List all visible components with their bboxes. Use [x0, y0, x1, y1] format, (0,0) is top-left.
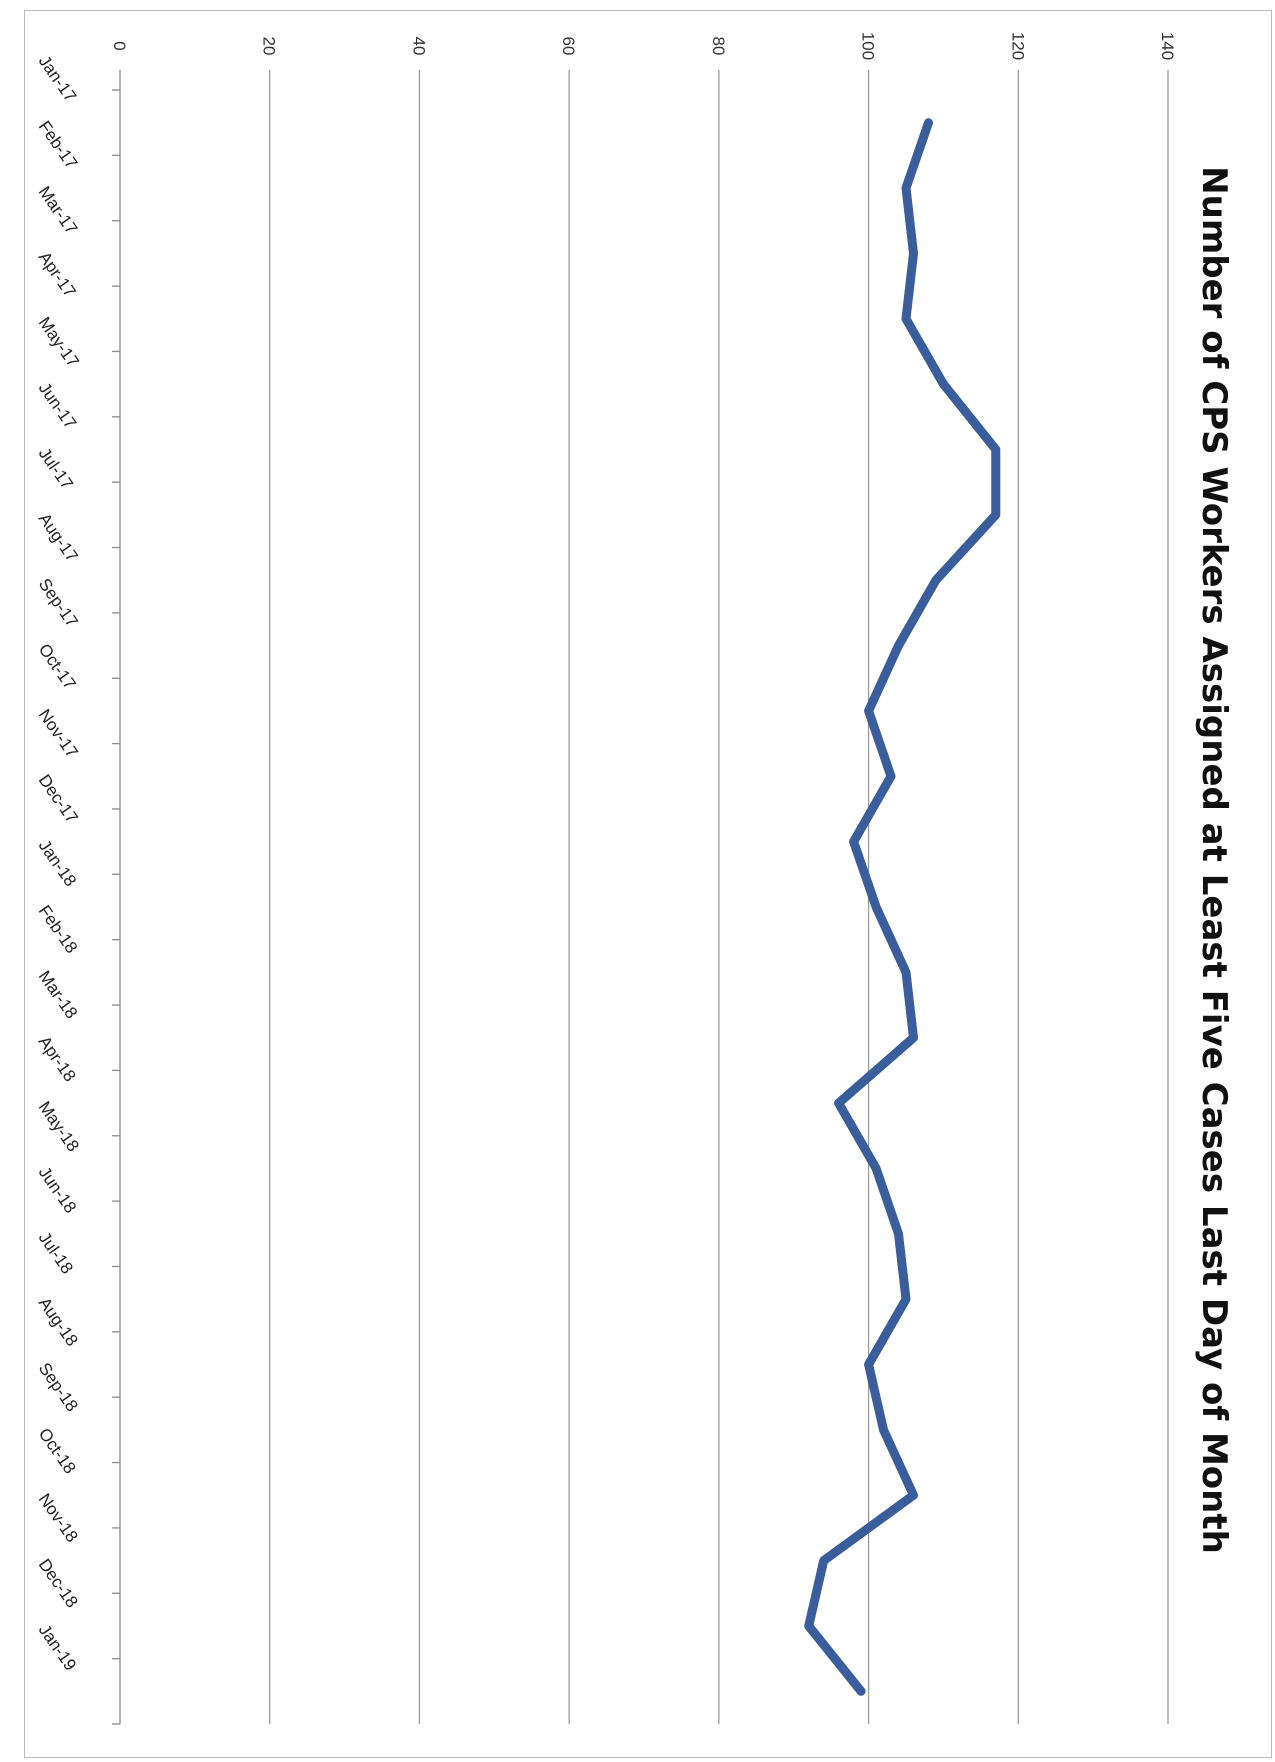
category-tick-label: Oct-18 [35, 1425, 80, 1478]
category-tick-label: Dec-18 [35, 1555, 82, 1611]
value-tick-label: 20 [260, 37, 279, 56]
chart-title: Number of CPS Workers Assigned at Least … [1194, 166, 1234, 1554]
category-tick-label: Sep-18 [35, 1359, 82, 1415]
gridlines [269, 70, 1169, 1724]
series-line [804, 118, 1001, 1696]
category-tick-label: Jun-18 [35, 1163, 80, 1216]
category-tick-label: Nov-18 [35, 1490, 82, 1546]
category-tick-label: Jan-19 [35, 1621, 80, 1674]
category-tick-label: Dec-17 [35, 771, 82, 827]
value-tick-label: 140 [1158, 32, 1177, 60]
category-axis-ticks: Jan-17 Feb-17 Mar-17 Apr-17 May-17 Jun-17 Jul-… [35, 52, 83, 1674]
category-tick-label: Mar-18 [35, 967, 81, 1022]
category-tick-label: Aug-18 [35, 1294, 82, 1350]
category-tick-label: Apr-18 [35, 1032, 80, 1085]
value-tick-label: 80 [709, 37, 728, 56]
value-tick-label: 120 [1008, 32, 1027, 60]
value-axis-ticks: 0 20 40 60 80 100 120 140 [110, 32, 1177, 60]
chart-frame [24, 10, 1272, 1758]
category-tick-label: Feb-18 [35, 902, 81, 957]
category-tick-label: Jan-18 [35, 836, 80, 889]
category-tick-label: May-17 [35, 314, 83, 371]
category-tick-label: May-18 [35, 1098, 83, 1155]
value-tick-label: 40 [409, 37, 428, 56]
category-tick-label: Oct-17 [35, 640, 80, 693]
category-tick-label: Sep-17 [35, 575, 82, 631]
value-tick-label: 60 [559, 37, 578, 56]
axes [112, 70, 121, 1725]
category-tick-label: Mar-17 [35, 183, 81, 238]
category-tick-label: Nov-17 [35, 706, 82, 762]
category-tick-label: Feb-17 [35, 117, 81, 172]
value-tick-label: 100 [859, 32, 878, 60]
value-tick-label: 0 [110, 41, 129, 50]
category-tick-label: Apr-17 [35, 248, 80, 301]
category-tick-label: Jun-17 [35, 379, 80, 432]
category-tick-label: Jan-17 [35, 52, 80, 105]
category-tick-label: Jul-17 [35, 444, 77, 493]
category-tick-label: Jul-18 [35, 1229, 77, 1278]
category-tick-label: Aug-17 [35, 510, 82, 566]
